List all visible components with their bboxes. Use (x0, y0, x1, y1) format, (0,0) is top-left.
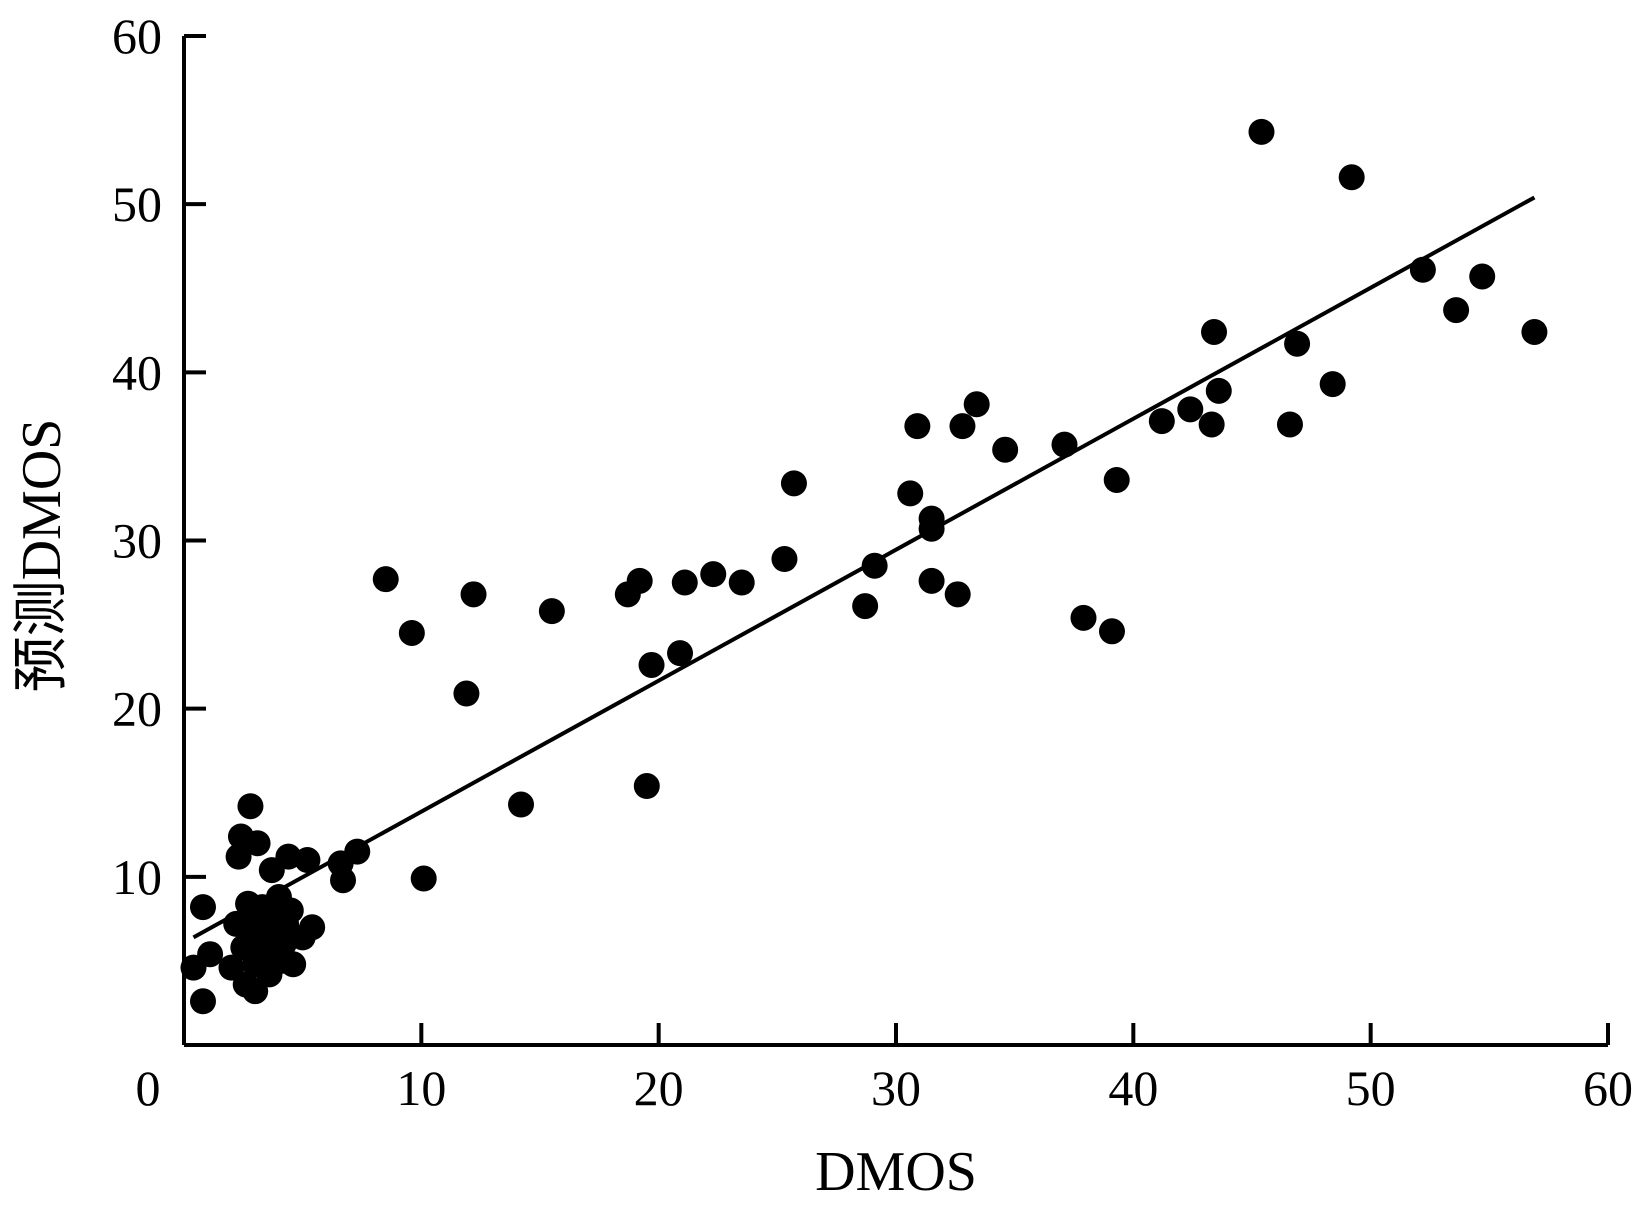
data-point (1201, 318, 1228, 345)
data-point (1443, 297, 1470, 324)
x-tick-label: 40 (1108, 1060, 1158, 1116)
data-point (780, 470, 807, 497)
data-point (1319, 371, 1346, 398)
y-tick-label: 20 (112, 681, 162, 737)
data-point (1177, 396, 1204, 423)
data-point (1198, 411, 1225, 438)
data-point (538, 598, 565, 625)
data-point (410, 865, 437, 892)
data-point (667, 640, 694, 667)
data-point (633, 773, 660, 800)
data-point (638, 651, 665, 678)
y-tick-label: 40 (112, 344, 162, 400)
data-point (237, 793, 264, 820)
data-point (344, 838, 371, 865)
x-tick-label: 20 (634, 1060, 684, 1116)
y-ticks: 10 20 30 40 50 60 (112, 8, 206, 905)
data-point (1070, 604, 1097, 631)
data-point (508, 791, 535, 818)
y-tick-label: 30 (112, 513, 162, 569)
x-axis-title: DMOS (815, 1141, 977, 1203)
y-tick-label: 50 (112, 176, 162, 232)
data-point (700, 561, 727, 588)
data-point (861, 552, 888, 579)
data-point (280, 951, 307, 978)
data-point (728, 569, 755, 596)
data-point (626, 567, 653, 594)
data-point (197, 941, 224, 968)
data-point (963, 391, 990, 418)
data-point (918, 515, 945, 542)
data-point (671, 569, 698, 596)
data-point (944, 581, 971, 608)
x-tick-label: 10 (396, 1060, 446, 1116)
y-tick-label: 60 (112, 8, 162, 64)
data-point (294, 847, 321, 874)
data-point (992, 436, 1019, 463)
data-point (1148, 408, 1175, 435)
data-point (1521, 318, 1548, 345)
data-point (460, 581, 487, 608)
data-point (1284, 330, 1311, 357)
y-axis-title: 预测DMOS (11, 419, 73, 693)
data-point (771, 545, 798, 572)
data-point (398, 619, 425, 646)
data-point (244, 830, 271, 857)
x-ticks: 0 10 20 30 40 50 60 (136, 1023, 1633, 1116)
data-point (189, 894, 216, 921)
data-point (1469, 263, 1496, 290)
x-tick-label: 50 (1346, 1060, 1396, 1116)
data-point (1409, 256, 1436, 283)
data-point (1051, 431, 1078, 458)
data-point (1205, 377, 1232, 404)
data-point (904, 413, 931, 440)
data-points (180, 118, 1548, 1015)
data-point (1248, 118, 1275, 145)
axes (182, 36, 1608, 1047)
data-point (918, 567, 945, 594)
data-point (1276, 411, 1303, 438)
data-point (1098, 618, 1125, 645)
data-point (299, 914, 326, 941)
data-point (225, 843, 252, 870)
data-point (330, 867, 357, 894)
x-tick-label: 60 (1583, 1060, 1633, 1116)
data-point (852, 593, 879, 620)
data-point (277, 897, 304, 924)
y-tick-label: 10 (112, 849, 162, 905)
x-tick-label: 30 (871, 1060, 921, 1116)
data-point (949, 413, 976, 440)
data-point (189, 988, 216, 1015)
data-point (453, 680, 480, 707)
x-tick-label: 0 (136, 1060, 161, 1116)
data-point (1338, 164, 1365, 191)
data-point (1103, 466, 1130, 493)
data-point (897, 480, 924, 507)
data-point (372, 566, 399, 593)
